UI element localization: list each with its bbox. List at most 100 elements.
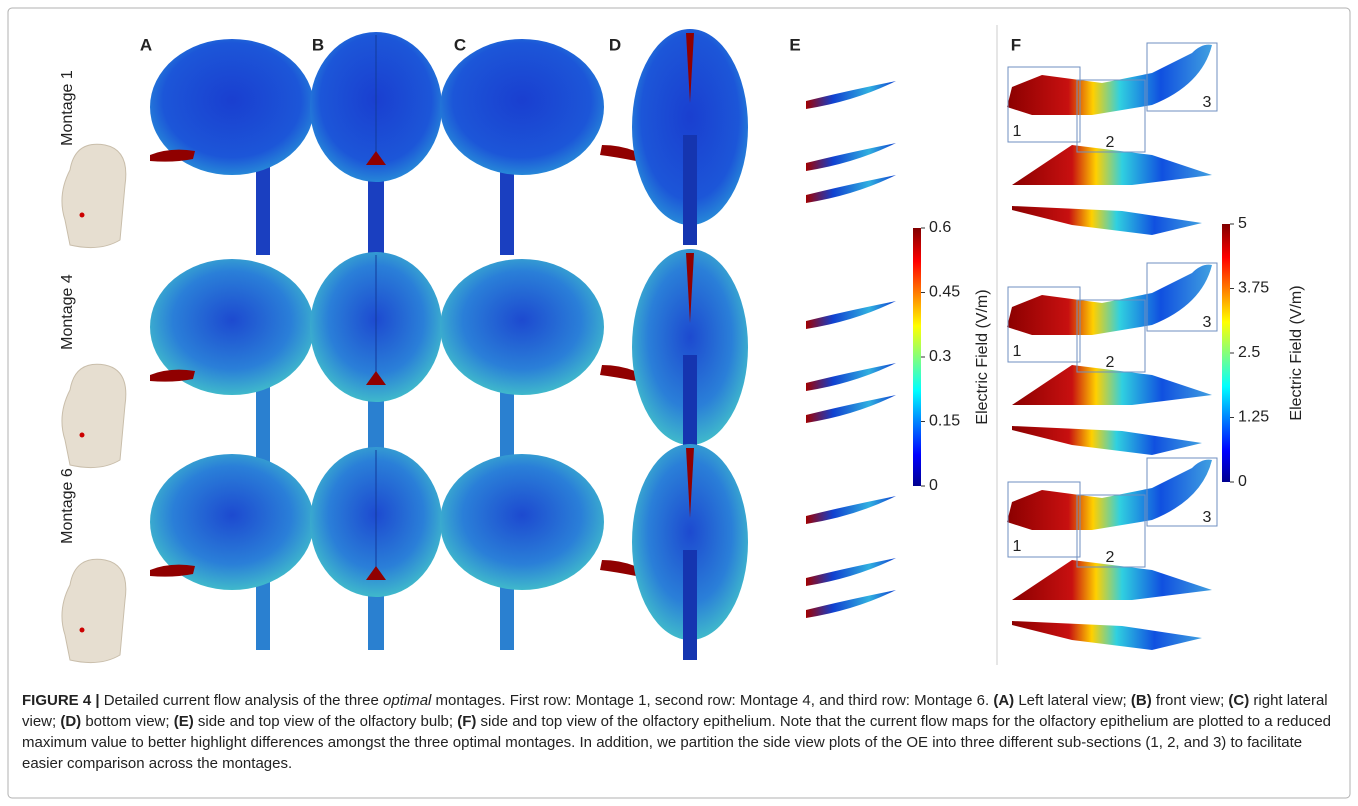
caption-segment: (A) xyxy=(993,692,1015,709)
subsection-box xyxy=(1007,286,1081,363)
bulb-view xyxy=(806,590,896,618)
subsection-box xyxy=(1007,481,1081,558)
bulb-view xyxy=(806,363,896,391)
brain-left xyxy=(150,39,314,175)
caption-segment: Detailed current flow analysis of the th… xyxy=(99,692,384,709)
brain-left xyxy=(150,259,314,395)
colorbar-tick-label: 0.6 xyxy=(929,219,951,236)
olfactory-bulb xyxy=(366,371,386,385)
brain-bottom xyxy=(632,444,748,640)
olfactory-bulb xyxy=(150,564,195,577)
colorbar xyxy=(913,228,921,486)
oe-top xyxy=(1012,621,1202,650)
brain-bottom xyxy=(632,249,748,445)
caption-segment: (F) xyxy=(457,713,477,730)
bulb-view xyxy=(806,301,896,329)
caption-segment: (D) xyxy=(60,713,82,730)
caption-segment: bottom view; xyxy=(81,713,174,730)
oe-top xyxy=(1012,560,1212,600)
head-model xyxy=(61,558,127,664)
panel-letter: D xyxy=(609,35,621,54)
electrode xyxy=(79,212,85,218)
caption-segment: FIGURE 4 | xyxy=(22,692,100,709)
colorbar-tick-label: 2.5 xyxy=(1238,344,1260,361)
caption-segment: montages. First row: Montage 1, second r… xyxy=(431,692,994,709)
subsection-number: 2 xyxy=(1106,134,1115,151)
oe-side xyxy=(1007,44,1212,115)
caption-segment: Left lateral view; xyxy=(1014,692,1131,709)
olfactory-tract xyxy=(686,33,694,103)
subsection-number: 1 xyxy=(1013,123,1022,140)
olfactory-tract xyxy=(686,448,694,518)
bulb-view xyxy=(806,395,896,423)
caption-segment: (B) xyxy=(1130,692,1152,709)
brain-right xyxy=(440,454,604,590)
brain-bottom xyxy=(632,29,748,225)
brain-left xyxy=(150,454,314,590)
panel-letter: A xyxy=(140,35,152,54)
subsection-number: 3 xyxy=(1203,314,1212,331)
bulb-view xyxy=(806,558,896,586)
olfactory-bulb xyxy=(366,151,386,165)
olfactory-tract xyxy=(686,253,694,323)
subsection-number: 3 xyxy=(1203,94,1212,111)
subsection-number: 2 xyxy=(1106,549,1115,566)
colorbar-tick-label: 0.45 xyxy=(929,284,960,301)
olfactory-bulb xyxy=(600,145,640,161)
panel-letter: C xyxy=(454,35,466,54)
colorbar-tick-label: 0.3 xyxy=(929,348,951,365)
bulb-view xyxy=(806,175,896,203)
head-model xyxy=(61,363,127,469)
subsection-number: 3 xyxy=(1203,509,1212,526)
colorbar-tick-label: 5 xyxy=(1238,215,1247,232)
brainstem-bottom xyxy=(683,550,697,660)
bulb-view xyxy=(806,81,896,109)
colorbar-tick-label: 0 xyxy=(929,477,938,494)
electrode xyxy=(79,627,85,633)
row-label: Montage 1 xyxy=(59,70,76,146)
subsection-box xyxy=(1146,262,1218,332)
caption-segment: right lateral view; xyxy=(22,692,1328,730)
bulb-view xyxy=(806,496,896,524)
bulb-view xyxy=(806,143,896,171)
olfactory-bulb xyxy=(150,369,195,382)
panel-letter: B xyxy=(312,35,324,54)
frame xyxy=(7,7,1351,799)
caption-segment: (C) xyxy=(1228,692,1250,709)
row-label: Montage 6 xyxy=(59,468,76,544)
subsection-box xyxy=(1146,457,1218,527)
caption-segment: (E) xyxy=(173,713,194,730)
subsection-box xyxy=(1076,494,1146,568)
panel-letter: F xyxy=(1011,35,1021,54)
colorbar xyxy=(1222,224,1230,482)
subsection-box xyxy=(1076,299,1146,373)
olfactory-bulb xyxy=(600,365,640,381)
caption-segment: side and top view of the olfactory epith… xyxy=(22,713,1332,772)
oe-top xyxy=(1012,145,1212,185)
oe-top xyxy=(1012,206,1202,235)
colorbar-tick-label: 0.15 xyxy=(929,413,960,430)
subsection-box xyxy=(1007,66,1081,143)
brainstem-bottom xyxy=(683,355,697,465)
colorbar-tick-label: 0 xyxy=(1238,473,1247,490)
olfactory-bulb xyxy=(366,566,386,580)
oe-top xyxy=(1012,426,1202,455)
brain-right xyxy=(440,259,604,395)
panel-letter: E xyxy=(789,35,800,54)
caption-segment: optimal xyxy=(383,692,432,709)
brainstem xyxy=(256,145,270,255)
subsection-number: 1 xyxy=(1013,538,1022,555)
subsection-number: 1 xyxy=(1013,343,1022,360)
olfactory-bulb xyxy=(150,149,195,162)
oe-side xyxy=(1007,264,1212,335)
caption-segment: side and top view of the olfactory bulb; xyxy=(193,713,458,730)
row-label: Montage 4 xyxy=(59,274,76,350)
olfactory-bulb xyxy=(600,560,640,576)
subsection-box xyxy=(1146,42,1218,112)
brain-right xyxy=(440,39,604,175)
electrode xyxy=(79,432,85,438)
subsection-box xyxy=(1076,79,1146,153)
oe-top xyxy=(1012,365,1212,405)
colorbar-tick-label: 3.75 xyxy=(1238,280,1269,297)
